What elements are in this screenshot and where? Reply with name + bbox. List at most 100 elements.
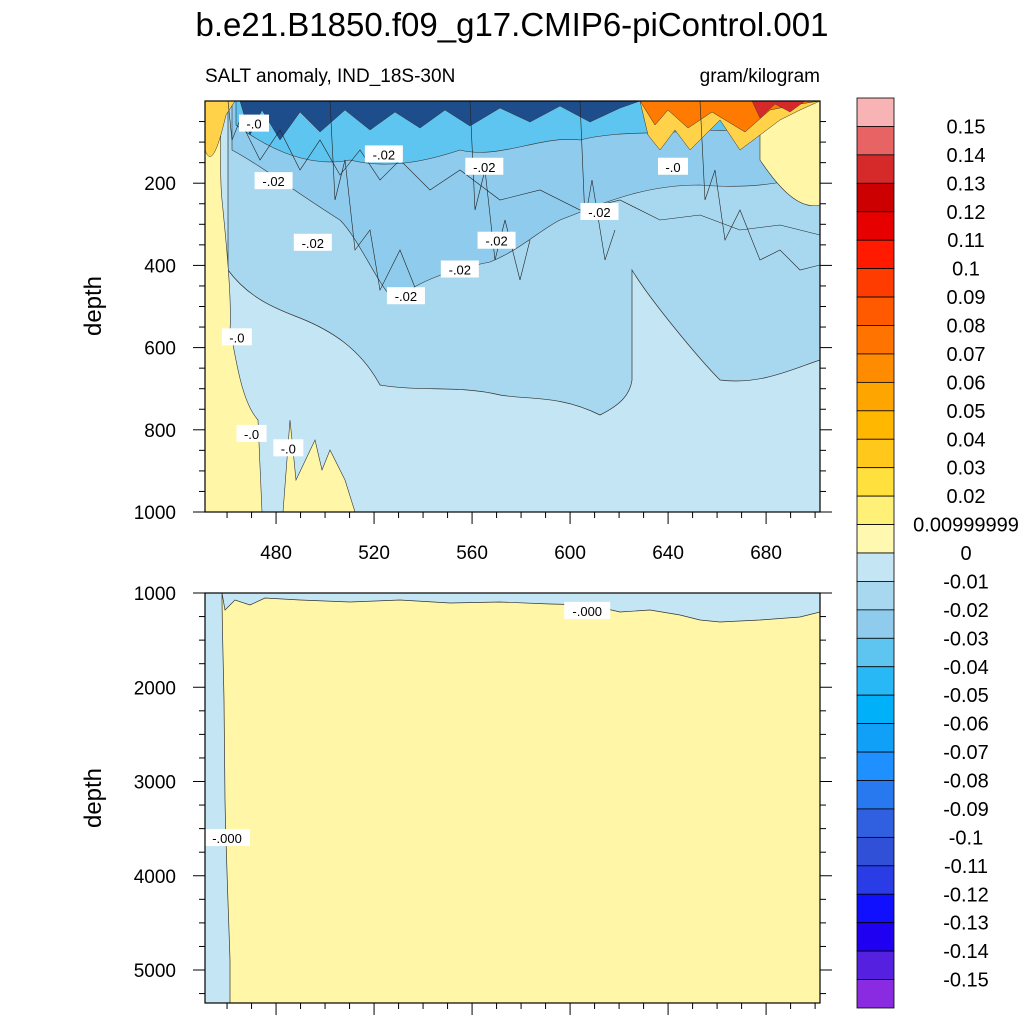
lower-contour-label: -.000 xyxy=(212,831,242,846)
colorbar-swatch xyxy=(856,268,895,298)
upper-contour-label-box xyxy=(580,202,619,220)
upper-contour-label: -.02 xyxy=(449,263,471,278)
colorbar-level-label: -0.15 xyxy=(943,970,989,992)
colorbar-swatch xyxy=(856,552,895,582)
upper-contour-label: -.0 xyxy=(229,330,244,345)
upper-surface-hot-band xyxy=(639,101,820,133)
lower-y-tick-label: 5000 xyxy=(134,961,176,982)
colorbar-level-label: 0.08 xyxy=(947,316,986,338)
colorbar-level-label: 0.04 xyxy=(947,429,986,451)
upper-subtitle-left: SALT anomaly, IND_18S-30N xyxy=(205,66,455,87)
upper-y-ticks: 200 400 600 800 1000 xyxy=(134,121,832,524)
upper-contour-label-box xyxy=(657,157,688,175)
upper-contour-label-box xyxy=(364,145,403,163)
upper-contour-label-box xyxy=(221,328,252,346)
lower-y-tick-label: 3000 xyxy=(134,773,176,794)
upper-y-tick-label: 1000 xyxy=(134,503,176,524)
upper-contour-label: -.02 xyxy=(395,289,417,304)
upper-contour-labels: -.0 -.02 -.02 -.02 -.0 -.02 -.02 -.02 -.02 -.02 -.… xyxy=(221,114,688,457)
colorbar-level-label: -0.01 xyxy=(943,571,989,593)
colorbar-swatch xyxy=(856,495,895,525)
upper-contour-label: -.0 xyxy=(246,117,261,132)
upper-contour-label-box xyxy=(273,439,304,457)
colorbar-level-label: -0.02 xyxy=(943,600,989,622)
colorbar-swatch xyxy=(856,296,895,326)
lower-y-ticks: 1000 2000 3000 4000 5000 xyxy=(134,584,832,995)
colorbar-swatch xyxy=(856,97,895,127)
colorbar-level-label: 0.11 xyxy=(947,230,984,252)
colorbar-swatch xyxy=(856,524,895,554)
colorbar-swatch xyxy=(856,211,895,241)
upper-contour-label-box xyxy=(236,424,267,442)
colorbar-swatch xyxy=(856,979,895,1009)
colorbar-level-label: 0.09 xyxy=(947,287,986,309)
colorbar-swatch xyxy=(856,381,895,412)
upper-contour-label: -.02 xyxy=(473,160,495,175)
upper-contour-label-box xyxy=(465,157,504,175)
lower-plot-frame xyxy=(204,592,821,1004)
colorbar-level-label: 0.13 xyxy=(947,173,986,195)
colorbar-swatch xyxy=(856,751,895,781)
lower-x-ticks xyxy=(226,1003,816,1015)
colorbar-swatch xyxy=(856,325,895,355)
colorbar-level-label: -0.05 xyxy=(943,685,989,707)
colorbar-level-label: 0.1 xyxy=(952,259,980,281)
lower-plot-area: -.000 -.000 xyxy=(205,593,820,1003)
colorbar-swatch xyxy=(856,438,895,469)
upper-x-tick-label: 680 xyxy=(750,543,782,564)
colorbar-level-label: 0.00999999 xyxy=(913,515,1019,537)
lower-contour-label-box xyxy=(205,829,251,847)
upper-subtitle-right: gram/kilogram xyxy=(700,66,820,87)
colorbar-swatch xyxy=(856,922,895,952)
colorbar-swatch xyxy=(856,950,895,980)
colorbar-level-label: 0.06 xyxy=(947,372,986,394)
upper-positive-left-column xyxy=(205,101,263,512)
colorbar-level-label: -0.14 xyxy=(943,941,989,963)
colorbar-level-label: -0.11 xyxy=(944,856,988,878)
colorbar-level-label: 0.12 xyxy=(947,202,986,224)
colorbar-level-label: -0.04 xyxy=(943,657,989,679)
colorbar-level-label: 0.05 xyxy=(947,401,986,423)
colorbar-swatch xyxy=(856,836,895,867)
colorbar-level-label: 0.14 xyxy=(947,145,986,167)
colorbar-swatch xyxy=(856,893,895,924)
colorbar-swatch xyxy=(856,780,895,810)
upper-x-tick-label: 640 xyxy=(652,543,684,564)
upper-surface-red-band xyxy=(751,101,806,119)
upper-contour-label: -.02 xyxy=(588,205,610,220)
upper-contour-label-box xyxy=(477,231,516,249)
upper-contour-lines xyxy=(227,101,820,301)
colorbar-level-label: -0.06 xyxy=(943,714,989,736)
upper-contour-label: -.02 xyxy=(373,147,395,162)
lower-y-axis-label: depth xyxy=(80,768,107,828)
upper-x-tick-label: 520 xyxy=(358,543,390,564)
colorbar-level-label: -0.1 xyxy=(949,827,983,849)
upper-x-tick-label: 600 xyxy=(554,543,586,564)
upper-panel: SALT anomaly, IND_18S-30N gram/kilogram … xyxy=(80,66,832,564)
lower-contour-labels: -.000 -.000 xyxy=(205,601,611,847)
upper-x-ticks: 480 520 560 600 640 680 xyxy=(226,512,816,564)
colorbar-swatch xyxy=(856,666,895,696)
upper-contour-label-box xyxy=(440,260,479,278)
upper-y-tick-label: 800 xyxy=(144,421,176,442)
colorbar-swatch xyxy=(856,410,895,440)
lower-y-tick-label: 2000 xyxy=(134,678,176,699)
upper-x-tick-label: 480 xyxy=(260,543,292,564)
colorbar-level-label: -0.12 xyxy=(943,884,989,906)
lower-positive-field xyxy=(221,593,820,1003)
colorbar-swatch xyxy=(856,637,895,668)
colorbar-swatch xyxy=(856,865,895,895)
figure-title: b.e21.B1850.f09_g17.CMIP6-piControl.001 xyxy=(196,6,829,43)
upper-y-tick-label: 400 xyxy=(144,256,176,277)
upper-contour-label-box xyxy=(386,287,425,305)
colorbar-swatch xyxy=(856,182,895,213)
colorbar-swatch xyxy=(856,239,895,270)
colorbar-level-label: -0.08 xyxy=(943,771,989,793)
upper-contour-label: -.0 xyxy=(281,441,296,456)
colorbar-level-label: 0.15 xyxy=(947,116,986,138)
upper-surface-dark-band xyxy=(239,101,641,141)
colorbar-swatch xyxy=(856,808,895,838)
upper-x-tick-label: 560 xyxy=(456,543,488,564)
upper-y-axis-label: depth xyxy=(80,276,107,336)
